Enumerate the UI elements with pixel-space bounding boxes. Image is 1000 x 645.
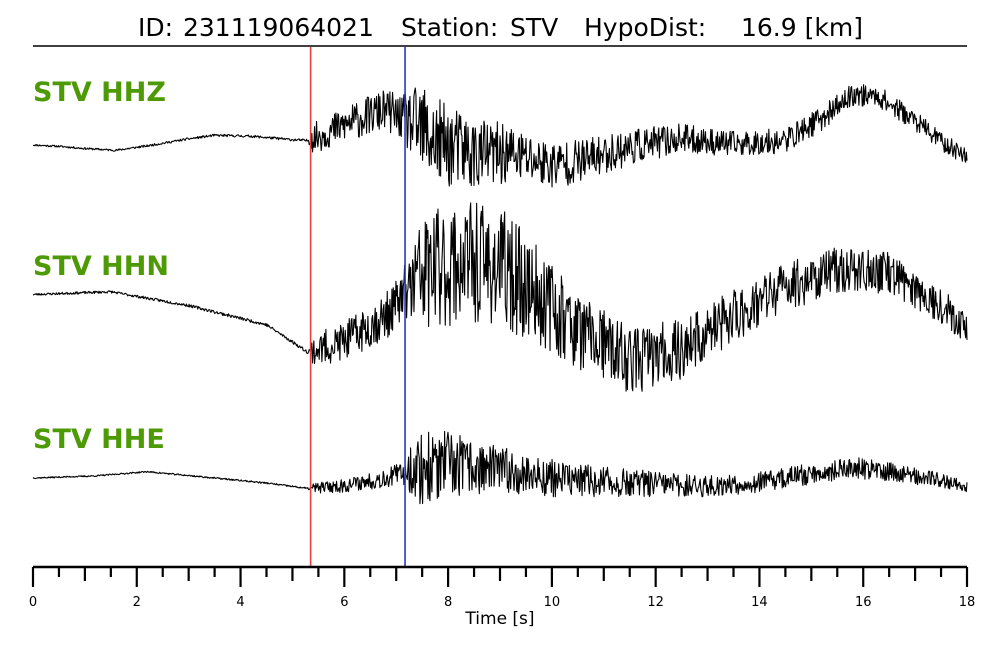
phase-pick-group (309, 47, 406, 567)
trace-line-0 (32, 84, 968, 188)
trace-line-1 (32, 202, 968, 392)
channel-label-2: STV HHE (33, 424, 165, 455)
title-dist-value: 16.9 [km] (741, 13, 863, 42)
trace-line-2 (32, 430, 968, 505)
x-tick-label-2: 4 (236, 595, 244, 610)
trace-group (32, 84, 968, 505)
title-station-label: Station: (401, 13, 498, 42)
title-station-value: STV (510, 13, 558, 42)
x-axis-ticks: 0 2 4 6 8 10 12 14 16 18 (29, 567, 975, 610)
x-tick-label-9: 18 (959, 595, 976, 610)
x-axis-label: Time [s] (464, 609, 534, 629)
x-tick-label-8: 16 (855, 595, 872, 610)
x-tick-label-1: 2 (133, 595, 141, 610)
title-id-value: 231119064021 (183, 13, 374, 42)
x-tick-label-4: 8 (444, 595, 452, 610)
x-tick-label-3: 6 (340, 595, 348, 610)
title-id-label: ID: (138, 13, 173, 42)
x-tick-label-6: 12 (647, 595, 664, 610)
x-tick-label-5: 10 (544, 595, 561, 610)
channel-label-1: STV HHN (33, 251, 169, 282)
channel-label-group: STV HHZ STV HHN STV HHE (33, 77, 169, 455)
x-tick-label-7: 14 (751, 595, 768, 610)
title-dist-label: HypoDist: (584, 13, 706, 42)
x-tick-label-0: 0 (29, 595, 37, 610)
channel-label-0: STV HHZ (33, 77, 166, 108)
